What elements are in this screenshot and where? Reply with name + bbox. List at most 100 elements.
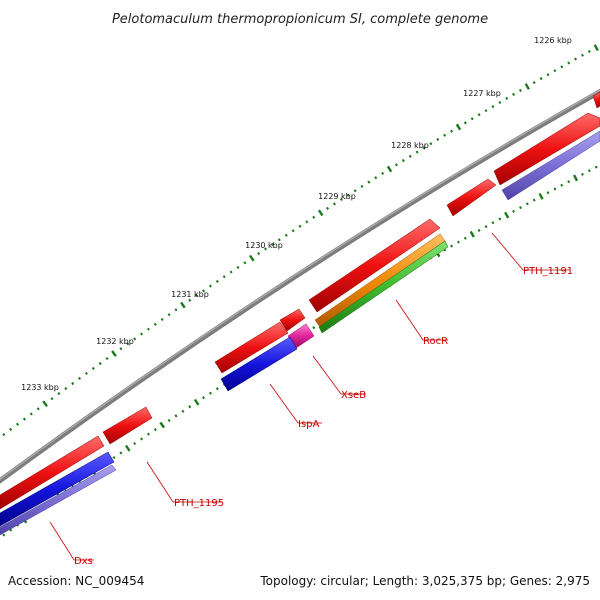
gene-arrow-pth1191[interactable] [446, 178, 497, 217]
scale-minor-tick [9, 427, 13, 431]
inner-minor-tick [202, 396, 206, 400]
scale-minor-tick [553, 69, 557, 73]
scale-minor-tick [360, 184, 364, 188]
inner-minor-tick [525, 202, 529, 206]
gene-arrow-edge[interactable] [592, 91, 600, 109]
scale-minor-tick [491, 105, 495, 109]
gene-label-pth1191: PTH_1191 [523, 266, 573, 277]
scale-minor-tick [401, 158, 405, 163]
scale-minor-tick [367, 180, 371, 184]
scale-major-tick [386, 165, 393, 173]
inner-minor-tick [312, 326, 316, 330]
callout-line-pth1195 [146, 461, 222, 503]
scale-minor-tick [443, 133, 447, 137]
inner-minor-tick [133, 441, 137, 446]
gene-bar-green[interactable] [318, 240, 449, 334]
scale-minor-tick [477, 113, 481, 117]
inner-minor-tick [532, 198, 536, 202]
map-title: Pelotomaculum thermopropionicum SI, comp… [112, 12, 488, 27]
genome-backbone-highlight [0, 89, 600, 480]
scale-minor-tick [84, 371, 88, 375]
scale-minor-tick [270, 242, 274, 246]
gene-label-dxs: Dxs [74, 556, 93, 567]
gene-label-xseb: XseB [341, 390, 366, 401]
inner-minor-tick [498, 217, 502, 221]
scale-major-tick [317, 209, 324, 217]
scale-minor-tick [436, 137, 440, 141]
inner-major-tick [193, 398, 200, 406]
gene-arrow-upper-right[interactable] [493, 112, 600, 186]
scale-minor-tick [277, 238, 281, 242]
scale-minor-tick [222, 275, 226, 279]
scale-minor-tick [264, 247, 268, 251]
gene-arrow-xseb[interactable] [279, 308, 306, 332]
scale-minor-tick [119, 347, 123, 351]
scale-minor-tick [312, 215, 316, 219]
callout-line-dxs [49, 521, 94, 561]
gene-arrow-dxs[interactable] [0, 435, 105, 510]
scale-major-tick [42, 400, 48, 408]
inner-major-tick [125, 444, 131, 452]
inner-minor-tick [450, 244, 453, 248]
inner-minor-tick [208, 391, 212, 395]
scale-minor-tick [408, 154, 412, 158]
gene-arrow-rocr[interactable] [308, 218, 441, 313]
tick-label-1230: 1230 kbp [245, 241, 283, 250]
gene-label-rocr: RocR [423, 336, 448, 347]
scale-minor-tick [587, 49, 591, 53]
scale-minor-tick [202, 289, 206, 293]
scale-minor-tick [229, 270, 233, 274]
scale-minor-tick [470, 117, 474, 121]
scale-minor-tick [160, 317, 164, 321]
gene-bar-lavender-left[interactable] [0, 464, 117, 536]
tick-label-1232: 1232 kbp [96, 337, 134, 346]
scale-minor-tick [2, 433, 6, 437]
inner-minor-tick [2, 533, 6, 537]
scale-minor-tick [567, 61, 571, 65]
scale-minor-tick [291, 229, 295, 233]
scale-major-tick [455, 123, 462, 131]
gene-arrow-pth1195[interactable] [102, 406, 153, 445]
inner-minor-tick [146, 432, 150, 436]
inner-minor-tick [567, 180, 571, 184]
scale-minor-tick [394, 163, 398, 167]
inner-minor-tick [546, 191, 550, 195]
gene-bar-blue-ispa[interactable] [220, 336, 298, 392]
scale-minor-tick [126, 342, 130, 346]
inner-minor-tick [174, 414, 178, 418]
inner-major-tick [159, 421, 165, 429]
tick-label-1231: 1231 kbp [171, 290, 209, 299]
inner-minor-tick [594, 165, 598, 169]
scale-minor-tick [29, 412, 33, 416]
inner-minor-tick [140, 437, 144, 441]
scale-minor-tick [36, 407, 40, 411]
inner-minor-tick [491, 221, 495, 225]
scale-major-tick [180, 301, 186, 309]
gene-bar-orange[interactable] [314, 233, 446, 328]
scale-minor-tick [16, 422, 20, 426]
scale-minor-tick [339, 197, 343, 202]
scale-minor-tick [174, 308, 178, 312]
gene-label-ispa: IspA [298, 419, 320, 430]
gene-arrow-ispa[interactable] [214, 321, 289, 374]
inner-minor-tick [587, 169, 591, 173]
gene-bar-blue-dxs[interactable] [0, 451, 115, 527]
inner-minor-tick [119, 451, 123, 455]
tick-label-1233: 1233 kbp [21, 383, 59, 392]
scale-minor-tick [326, 206, 330, 210]
gene-bar-lavender-right[interactable] [501, 130, 600, 201]
tick-label-1227: 1227 kbp [463, 89, 501, 98]
scale-minor-tick [463, 121, 467, 125]
inner-minor-tick [519, 206, 522, 210]
gene-label-pth1195: PTH_1195 [174, 498, 224, 509]
scale-minor-tick [146, 327, 150, 331]
inner-minor-tick [560, 183, 564, 187]
scale-minor-tick [98, 361, 102, 366]
inner-minor-tick [477, 228, 481, 232]
scale-minor-tick [560, 65, 564, 69]
scale-minor-tick [257, 251, 261, 256]
callout-line-ispa [269, 383, 322, 424]
callout-line-xseb [312, 355, 366, 395]
scale-minor-tick [484, 109, 488, 113]
